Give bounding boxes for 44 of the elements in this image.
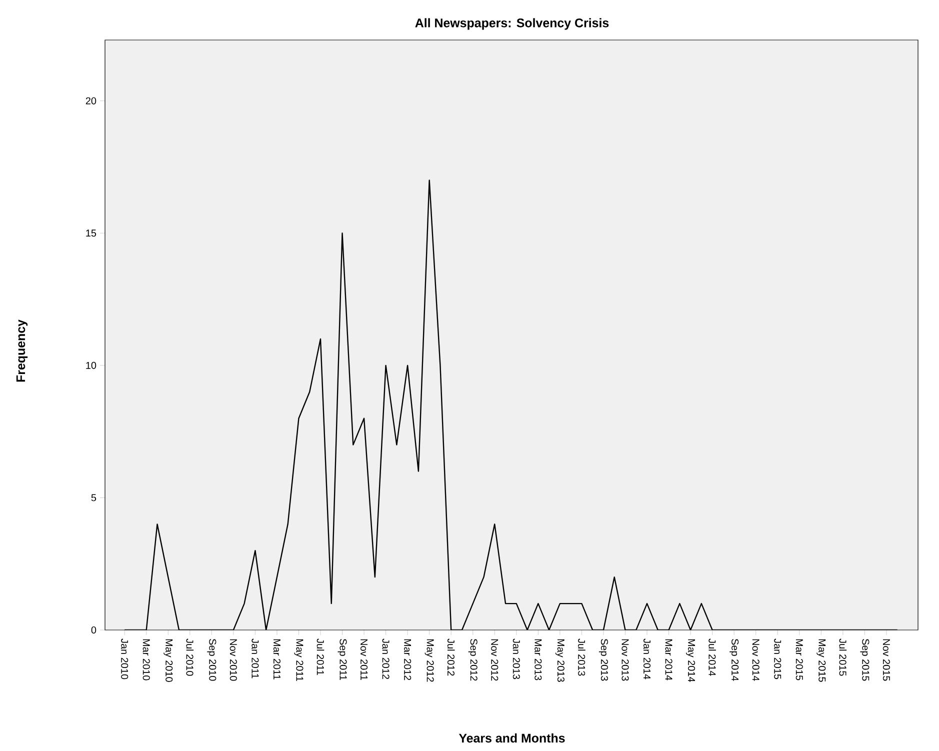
x-tick-label: Jan 2013 (512, 638, 520, 680)
x-tick-label: May 2013 (555, 639, 564, 682)
chart-title: All Newspapers: Solvency Crisis (415, 18, 609, 30)
x-tick-label: Sep 2010 (207, 638, 216, 681)
x-tick-label: Nov 2010 (230, 639, 237, 681)
y-tick-label: 5 (91, 494, 96, 502)
x-tick-label: Jul 2014 (708, 638, 716, 676)
x-tick-label: Jul 2015 (839, 638, 847, 676)
x-axis-title: Years and Months (458, 733, 565, 743)
x-tick-label: May 2015 (816, 639, 826, 682)
x-tick-label: Jan 2010 (121, 638, 128, 680)
y-axis-title: Frequency (16, 320, 28, 382)
x-tick-label: Mar 2014 (665, 639, 672, 680)
x-tick-label: Nov 2015 (882, 639, 890, 681)
x-tick-label: Jul 2013 (578, 638, 586, 676)
x-tick-label: Nov 2011 (360, 639, 368, 680)
x-tick-label: Mar 2010 (142, 639, 150, 680)
x-tick-label: Jan 2014 (643, 638, 651, 680)
x-tick-label: Sep 2014 (730, 638, 739, 681)
x-tick-label: Sep 2011 (338, 638, 347, 680)
x-tick-label: Mar 2011 (273, 639, 280, 680)
x-tick-label: Jul 2011 (316, 638, 324, 675)
x-tick-label: May 2014 (686, 639, 696, 682)
x-tick-label: Nov 2012 (491, 639, 498, 681)
x-tick-label: Mar 2012 (404, 639, 412, 680)
x-tick-label: May 2011 (294, 639, 304, 682)
x-tick-label: Jul 2010 (186, 638, 194, 676)
y-tick-label: 15 (86, 230, 96, 237)
x-tick-label: Jan 2011 (252, 638, 259, 678)
x-tick-label: Sep 2013 (598, 638, 608, 681)
x-tick-label: Nov 2014 (752, 639, 760, 681)
x-tick-label: Jul 2012 (447, 638, 455, 676)
x-tick-label: Sep 2012 (468, 638, 478, 681)
y-tick-label: 20 (86, 97, 96, 104)
y-tick-label: 0 (91, 626, 96, 634)
x-tick-label: May 2010 (164, 639, 173, 682)
x-tick-label: Nov 2013 (622, 639, 629, 681)
x-tick-label: Mar 2013 (534, 639, 542, 680)
x-tick-label: Sep 2015 (860, 638, 870, 681)
x-tick-label: Jan 2012 (382, 638, 390, 680)
x-tick-label: Jan 2015 (774, 638, 782, 680)
y-tick-label: 10 (86, 362, 96, 369)
x-tick-label: May 2012 (424, 639, 434, 682)
x-tick-label: Mar 2015 (796, 639, 803, 680)
